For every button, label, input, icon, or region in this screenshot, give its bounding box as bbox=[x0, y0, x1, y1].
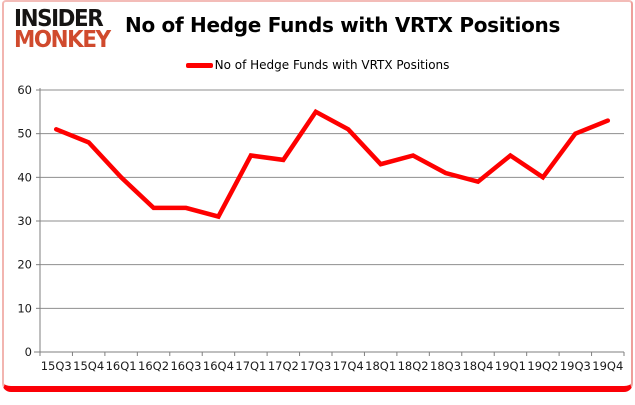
x-axis-label: 19Q1 bbox=[495, 359, 526, 373]
x-axis-label: 16Q4 bbox=[203, 359, 234, 373]
y-axis-label: 60 bbox=[17, 83, 32, 97]
chart-frame: INSIDER MONKEY No of Hedge Funds with VR… bbox=[2, 0, 633, 392]
logo-line-monkey: MONKEY bbox=[14, 27, 111, 54]
x-axis-label: 17Q4 bbox=[333, 359, 364, 373]
y-axis-label: 40 bbox=[17, 170, 32, 184]
x-axis-label: 18Q2 bbox=[398, 359, 429, 373]
x-axis-label: 19Q4 bbox=[592, 359, 623, 373]
x-axis-label: 19Q3 bbox=[560, 359, 591, 373]
y-axis-label: 0 bbox=[25, 345, 32, 359]
x-axis-label: 15Q3 bbox=[41, 359, 72, 373]
legend-line-swatch bbox=[185, 62, 213, 68]
x-axis-label: 16Q1 bbox=[106, 359, 137, 373]
y-axis-label: 50 bbox=[17, 127, 32, 141]
x-axis-label: 18Q3 bbox=[430, 359, 461, 373]
x-axis-label: 18Q4 bbox=[462, 359, 493, 373]
data-line-series bbox=[53, 108, 611, 220]
x-axis-label: 17Q2 bbox=[268, 359, 299, 373]
x-axis-label: 18Q1 bbox=[365, 359, 396, 373]
y-axis-label: 20 bbox=[17, 258, 32, 272]
insider-monkey-logo: INSIDER MONKEY bbox=[14, 6, 111, 54]
logo-line-insider: INSIDER bbox=[14, 6, 104, 32]
x-axis-label: 17Q1 bbox=[235, 359, 266, 373]
x-axis-label: 16Q2 bbox=[138, 359, 169, 373]
y-axis-label: 10 bbox=[17, 301, 32, 315]
legend-label: No of Hedge Funds with VRTX Positions bbox=[214, 58, 450, 72]
chart-legend: No of Hedge Funds with VRTX Positions bbox=[4, 58, 631, 72]
x-axis-label: 17Q3 bbox=[300, 359, 331, 373]
y-axis-label: 30 bbox=[17, 214, 32, 228]
x-axis-label: 16Q3 bbox=[170, 359, 201, 373]
x-axis-label: 15Q4 bbox=[73, 359, 104, 373]
chart-title: No of Hedge Funds with VRTX Positions bbox=[125, 13, 561, 37]
x-axis-label: 19Q2 bbox=[527, 359, 558, 373]
